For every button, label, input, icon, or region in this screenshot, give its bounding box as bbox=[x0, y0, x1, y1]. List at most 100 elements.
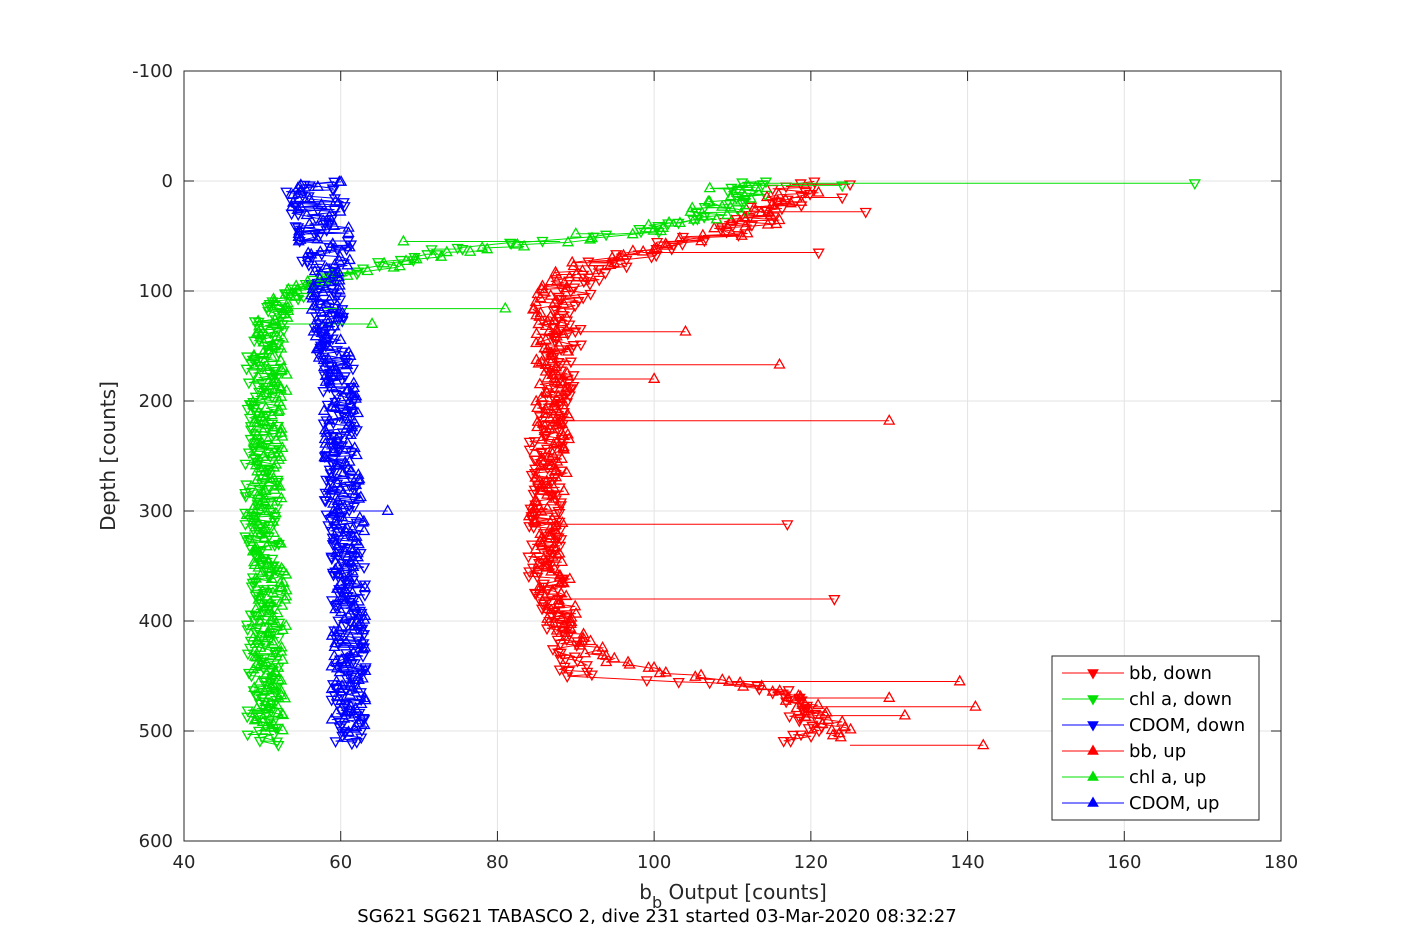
data-point bbox=[253, 658, 267, 670]
data-point bbox=[347, 619, 360, 631]
data-point bbox=[561, 672, 574, 683]
data-point bbox=[546, 352, 559, 364]
series-chl-a-up bbox=[240, 179, 765, 735]
data-point bbox=[541, 371, 554, 383]
data-point bbox=[254, 527, 267, 538]
data-point bbox=[327, 309, 340, 320]
data-point bbox=[335, 679, 349, 690]
data-point bbox=[688, 212, 701, 224]
data-layer bbox=[239, 175, 1201, 752]
data-point bbox=[354, 490, 367, 502]
data-point bbox=[580, 661, 593, 672]
data-point bbox=[346, 586, 359, 597]
data-point bbox=[270, 698, 283, 710]
data-point bbox=[689, 670, 702, 681]
data-point bbox=[550, 275, 563, 286]
data-point bbox=[821, 713, 835, 724]
data-point bbox=[250, 657, 264, 669]
data-point bbox=[325, 682, 338, 694]
outlier-point bbox=[883, 413, 896, 425]
outlier-point bbox=[781, 520, 794, 532]
data-point bbox=[324, 377, 337, 389]
data-point bbox=[826, 728, 840, 740]
data-point bbox=[329, 194, 342, 206]
data-point bbox=[562, 344, 575, 356]
data-point bbox=[550, 317, 563, 328]
data-point bbox=[330, 292, 343, 304]
data-point bbox=[651, 237, 664, 249]
data-point bbox=[247, 369, 260, 380]
data-point bbox=[549, 523, 562, 535]
data-point bbox=[338, 372, 351, 384]
data-point bbox=[302, 246, 315, 258]
data-point bbox=[256, 564, 269, 576]
data-point bbox=[538, 424, 551, 436]
data-point bbox=[543, 421, 556, 433]
outlier-point bbox=[898, 708, 912, 720]
x-tick-label: 100 bbox=[637, 852, 671, 873]
data-point bbox=[272, 405, 285, 417]
data-point bbox=[393, 259, 406, 271]
data-point bbox=[736, 199, 749, 211]
data-point bbox=[300, 208, 313, 220]
y-tick-label: 300 bbox=[139, 501, 173, 522]
data-point bbox=[351, 716, 364, 728]
data-point bbox=[399, 254, 413, 266]
data-point bbox=[556, 394, 569, 406]
data-point bbox=[773, 684, 786, 695]
data-point bbox=[703, 194, 716, 206]
outlier-point bbox=[365, 317, 379, 328]
x-tick-label: 120 bbox=[794, 852, 828, 873]
data-point bbox=[311, 232, 324, 244]
data-point bbox=[578, 646, 592, 658]
data-point bbox=[608, 651, 621, 663]
data-point bbox=[248, 416, 261, 427]
data-point bbox=[555, 575, 569, 587]
data-point bbox=[642, 218, 655, 230]
data-point bbox=[350, 426, 363, 437]
data-point bbox=[798, 705, 811, 716]
data-point bbox=[324, 240, 337, 251]
data-point bbox=[546, 550, 559, 561]
data-point bbox=[574, 324, 587, 336]
data-point bbox=[355, 710, 368, 722]
data-point bbox=[804, 732, 818, 744]
data-point bbox=[265, 447, 278, 459]
data-point bbox=[547, 437, 560, 449]
data-point bbox=[548, 396, 561, 408]
data-point bbox=[320, 261, 333, 273]
data-point bbox=[552, 292, 566, 304]
data-point bbox=[554, 639, 567, 651]
data-point bbox=[321, 400, 334, 412]
data-point bbox=[259, 522, 272, 533]
data-point bbox=[358, 524, 371, 536]
data-point bbox=[545, 603, 558, 615]
data-point bbox=[339, 619, 353, 631]
data-point bbox=[252, 726, 266, 738]
data-point bbox=[352, 594, 365, 606]
data-point bbox=[456, 245, 469, 256]
data-point bbox=[535, 282, 548, 294]
data-point bbox=[248, 317, 262, 329]
data-point bbox=[546, 645, 560, 656]
data-point bbox=[260, 539, 273, 551]
legend-item: chl a, up bbox=[1062, 767, 1206, 788]
data-point bbox=[325, 470, 338, 482]
data-point bbox=[252, 560, 265, 572]
data-point bbox=[266, 609, 279, 621]
data-point bbox=[251, 634, 265, 645]
data-point bbox=[720, 208, 734, 220]
data-point bbox=[279, 302, 292, 314]
data-point bbox=[342, 220, 355, 232]
data-point bbox=[523, 522, 536, 533]
data-point bbox=[676, 240, 689, 251]
data-point bbox=[334, 577, 347, 589]
data-point bbox=[264, 720, 278, 732]
data-point bbox=[825, 723, 838, 735]
data-point bbox=[317, 404, 331, 415]
data-point bbox=[623, 657, 636, 669]
outlier-point bbox=[977, 738, 990, 750]
data-point bbox=[276, 623, 289, 635]
data-point bbox=[335, 684, 348, 696]
data-point bbox=[254, 391, 267, 403]
